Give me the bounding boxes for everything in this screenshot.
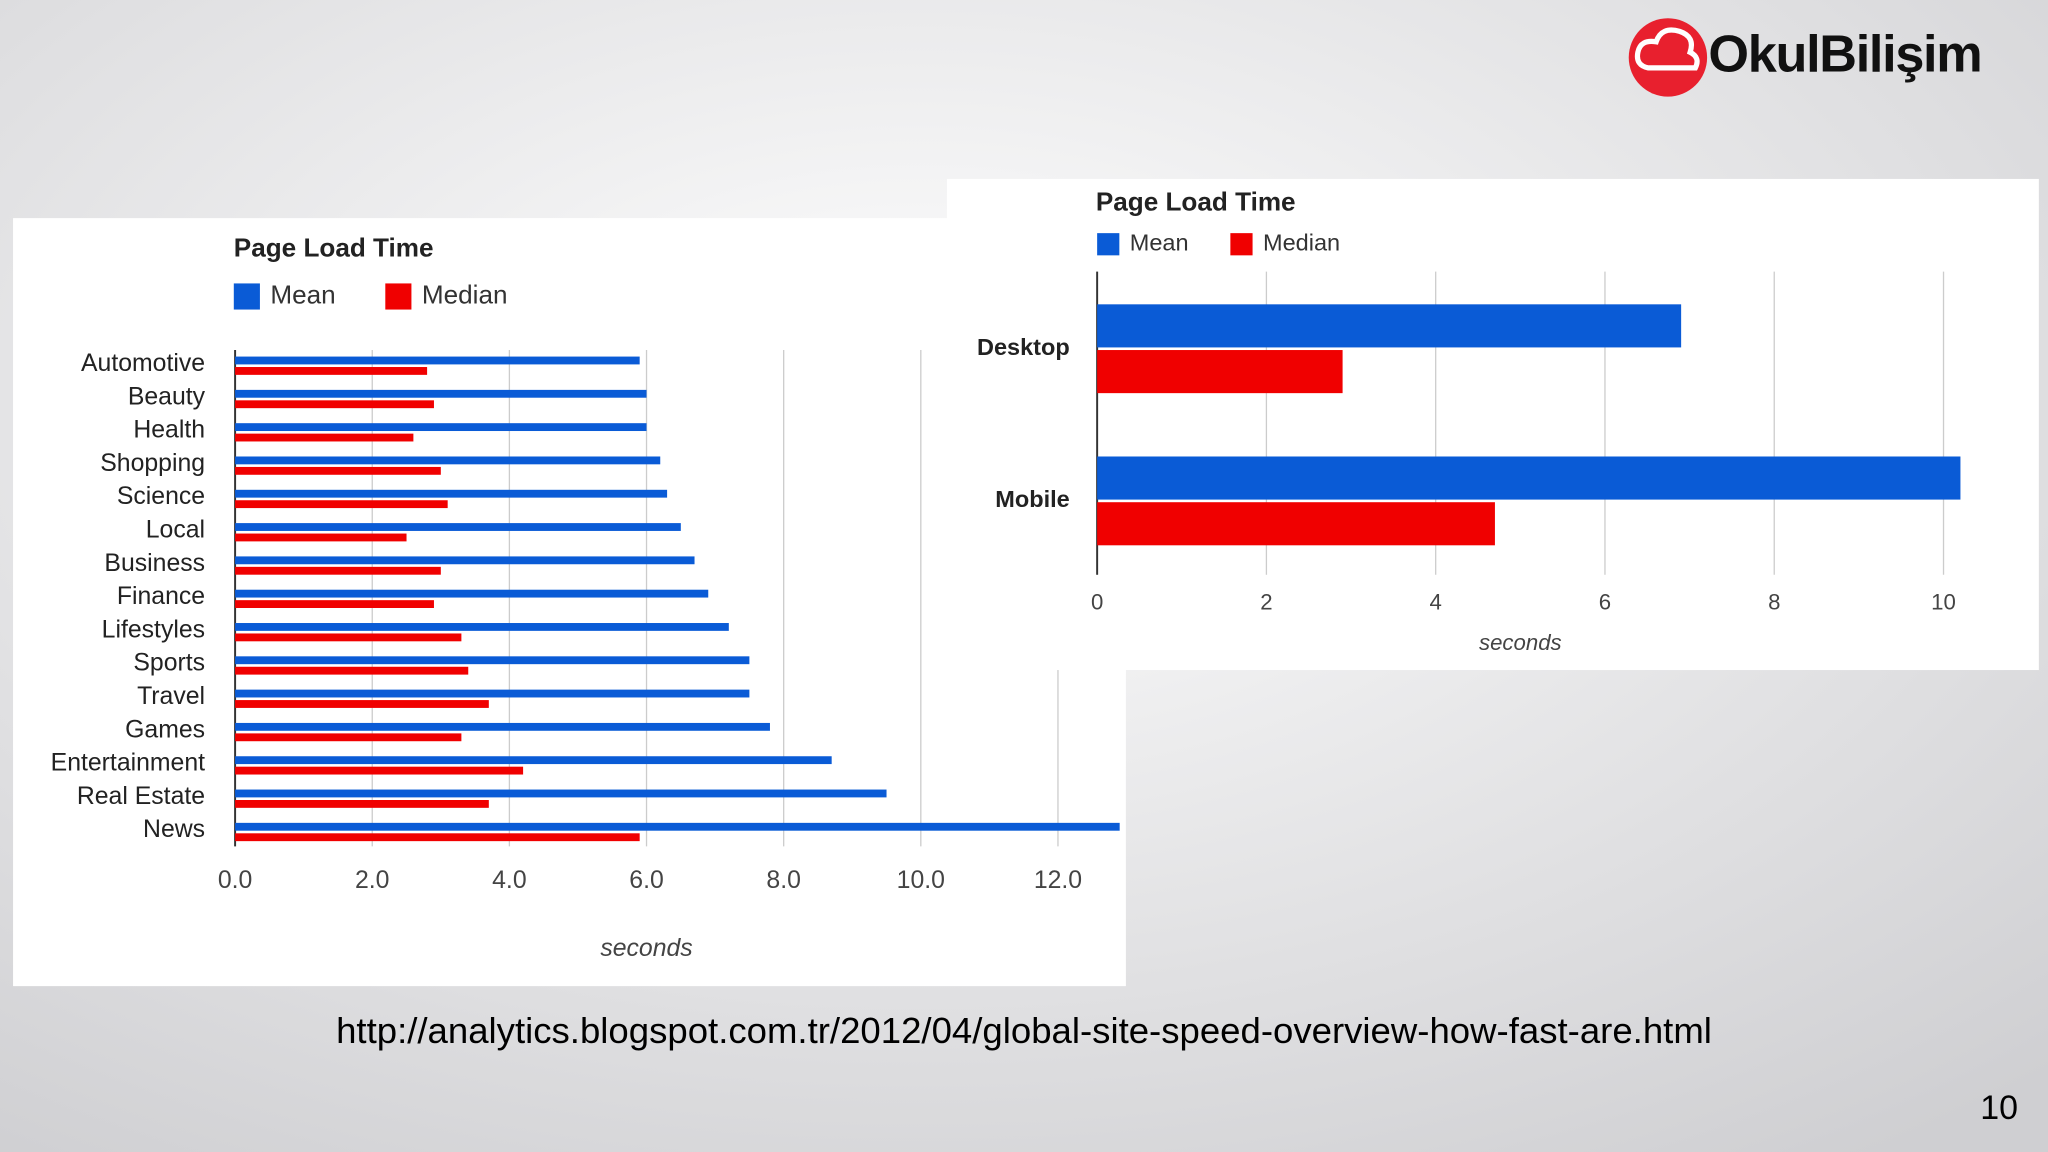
bar — [235, 456, 661, 465]
y-tick-label: Mobile — [995, 486, 1069, 512]
legend-label: Median — [422, 279, 508, 309]
bar — [235, 833, 640, 842]
x-axis-title: seconds — [600, 935, 692, 962]
legend-label: Median — [1263, 229, 1340, 255]
x-tick-label: 4 — [1430, 589, 1442, 614]
logo-cloud — [1634, 27, 1700, 71]
bar — [235, 433, 414, 442]
x-tick-label: 8 — [1768, 589, 1780, 614]
bar — [235, 656, 750, 665]
bar — [235, 400, 434, 409]
bar — [235, 356, 640, 365]
bar — [235, 500, 448, 509]
bar — [235, 389, 647, 398]
bar — [235, 800, 489, 808]
y-tick-label: Sports — [133, 650, 205, 677]
bar — [235, 633, 462, 642]
x-tick-label: 2 — [1260, 589, 1272, 614]
bar — [235, 466, 441, 475]
x-tick-label: 8.0 — [766, 867, 800, 894]
x-tick-label: 10 — [1931, 589, 1956, 614]
bar — [235, 533, 407, 542]
y-tick-label: Automotive — [81, 350, 205, 377]
bar — [235, 733, 462, 742]
right-panel — [946, 178, 2039, 671]
x-tick-label: 0 — [1091, 589, 1103, 614]
y-tick-label: Real Estate — [77, 783, 205, 810]
bar — [235, 756, 832, 765]
bar — [1097, 304, 1682, 348]
y-tick-label: Travel — [137, 683, 205, 710]
chart-title: Page Load Time — [1096, 187, 1296, 217]
y-tick-label: Science — [117, 483, 205, 510]
bar — [1097, 502, 1495, 546]
chart-right: Page Load Time Mean Median 0 2 4 6 8 10 seconds De… — [977, 187, 1961, 655]
y-tick-label: Lifestyles — [102, 616, 205, 643]
x-tick-label: 2.0 — [355, 867, 389, 894]
bar — [235, 666, 469, 675]
bar — [235, 489, 668, 498]
bar — [235, 556, 695, 565]
x-tick-label: 6.0 — [629, 867, 663, 894]
bar — [235, 566, 441, 575]
y-tick-label: Games — [125, 716, 205, 743]
bar — [235, 600, 434, 608]
legend-swatch — [1230, 233, 1253, 256]
y-tick-label: Beauty — [128, 383, 206, 410]
bar — [235, 423, 647, 432]
bar — [1097, 350, 1343, 394]
logo: OkulBilişim — [1628, 18, 1983, 97]
legend-label: Mean — [270, 279, 335, 309]
y-tick-label: Shopping — [100, 450, 205, 477]
y-tick-label: Local — [146, 516, 205, 543]
bar — [235, 722, 770, 731]
page-number: 10 — [1980, 1089, 2018, 1127]
x-tick-label: 4.0 — [492, 867, 526, 894]
x-tick-label: 10.0 — [897, 867, 945, 894]
y-tick-label: Finance — [117, 583, 205, 610]
bar — [235, 623, 729, 631]
bar — [235, 700, 489, 708]
legend-label: Mean — [1130, 229, 1189, 255]
legend-swatch — [233, 283, 260, 310]
x-tick-label: 12.0 — [1034, 867, 1082, 894]
bar — [235, 589, 709, 598]
y-tick-label: Desktop — [977, 334, 1070, 360]
bar — [235, 523, 681, 531]
x-tick-label: 6 — [1599, 589, 1611, 614]
bar — [235, 689, 750, 698]
chart-title: Page Load Time — [234, 232, 434, 262]
source-url: http://analytics.blogspot.com.tr/2012/04… — [336, 1010, 1712, 1051]
legend-swatch — [1097, 233, 1120, 256]
bar — [1097, 456, 1961, 500]
y-tick-label: Health — [133, 417, 205, 444]
bar — [235, 367, 428, 375]
bar — [235, 789, 887, 798]
y-tick-label: Business — [104, 550, 205, 577]
x-axis-title: seconds — [1479, 630, 1562, 655]
y-tick-label: News — [143, 816, 205, 843]
x-tick-label: 0.0 — [218, 867, 252, 894]
bar — [235, 822, 1120, 831]
bar — [235, 766, 524, 775]
chart-left: Page Load Time Mean Median 0.0 2.0 4.0 6.0 8.0 1… — [51, 232, 1120, 962]
logo-text: OkulBilişim — [1708, 25, 1981, 83]
legend-swatch — [385, 283, 412, 310]
y-tick-label: Entertainment — [51, 750, 205, 777]
left-panel — [13, 218, 1126, 987]
